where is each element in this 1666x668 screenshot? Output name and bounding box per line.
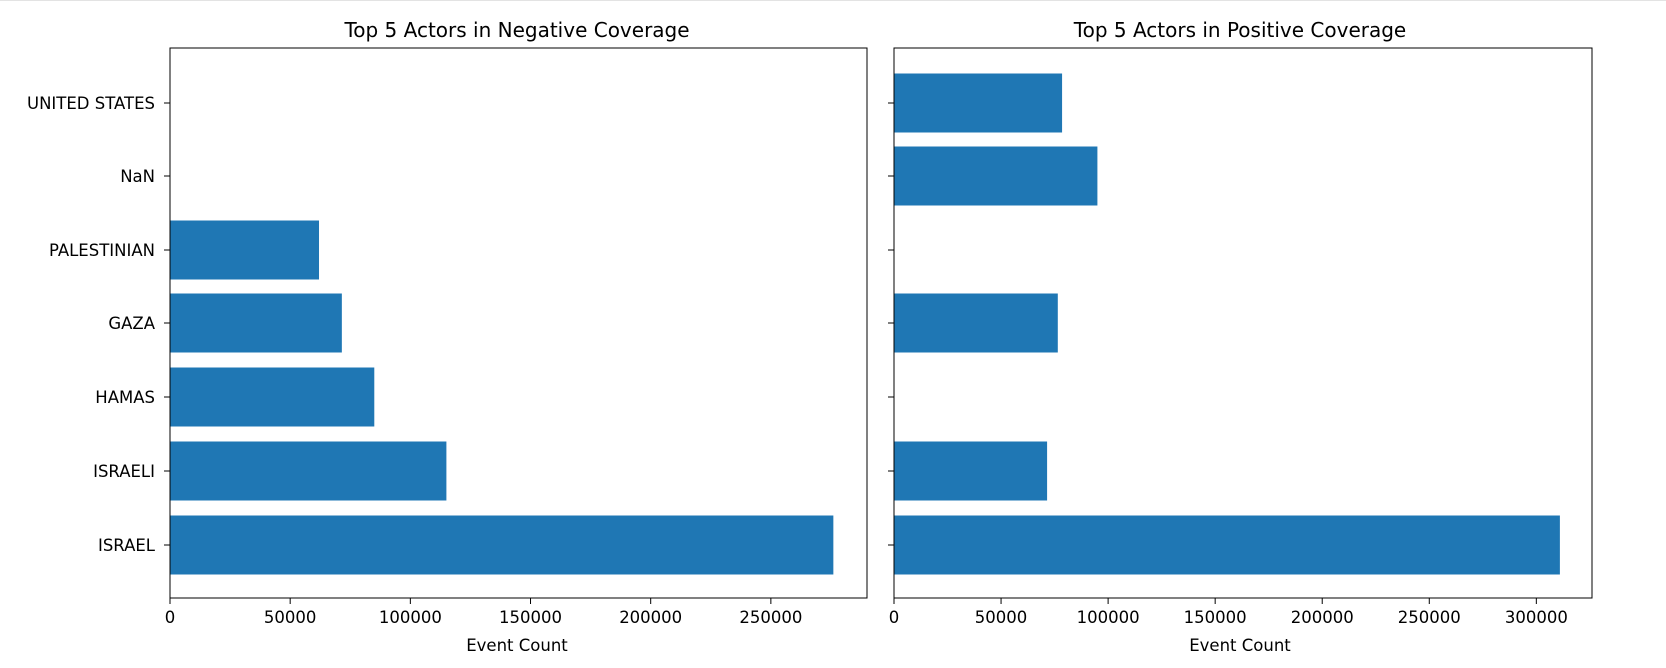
bar-gaza	[170, 293, 342, 353]
chart-title: Top 5 Actors in Negative Coverage	[343, 18, 689, 42]
y-tick-label: UNITED STATES	[27, 94, 155, 113]
bar-gaza	[894, 293, 1058, 353]
x-tick-label: 250000	[739, 608, 802, 627]
y-tick-label: NaN	[120, 167, 155, 186]
bars-group	[170, 220, 834, 575]
x-tick-label: 150000	[1184, 608, 1247, 627]
x-axis-ticks: 0 50000 100000 150000 200000 250000	[165, 598, 802, 627]
x-tick-label: 100000	[379, 608, 442, 627]
bars-group	[894, 73, 1560, 575]
y-axis-ticks	[888, 102, 894, 546]
y-tick-label: ISRAELI	[93, 462, 155, 481]
y-axis-ticks: ISRAEL ISRAELI HAMAS GAZA PALESTINIAN NaN UNIT…	[27, 94, 170, 555]
x-tick-label: 250000	[1398, 608, 1461, 627]
bar-israeli	[170, 441, 447, 501]
bar-nan	[894, 146, 1098, 206]
negative-coverage-panel: Top 5 Actors in Negative Coverage 0 50000…	[27, 18, 868, 655]
bar-israeli	[894, 441, 1048, 501]
x-axis-ticks: 0 50000 100000 150000 200000 250000 300000	[889, 598, 1568, 627]
x-tick-label: 200000	[1291, 608, 1354, 627]
x-tick-label: 0	[889, 608, 900, 627]
top-border-line	[0, 0, 1666, 1]
x-tick-label: 150000	[499, 608, 562, 627]
bar-hamas	[170, 367, 375, 427]
bar-palestinian	[170, 220, 320, 280]
bar-israel	[894, 515, 1560, 575]
x-tick-label: 300000	[1505, 608, 1568, 627]
y-tick-label: ISRAEL	[98, 536, 156, 555]
chart-title: Top 5 Actors in Positive Coverage	[1073, 18, 1406, 42]
y-tick-label: GAZA	[108, 314, 155, 333]
positive-coverage-panel: Top 5 Actors in Positive Coverage 0 50000…	[888, 18, 1593, 655]
x-axis-label: Event Count	[1189, 636, 1291, 655]
x-tick-label: 200000	[619, 608, 682, 627]
x-tick-label: 0	[165, 608, 176, 627]
x-tick-label: 50000	[264, 608, 317, 627]
bar-israel	[170, 515, 834, 575]
x-tick-label: 100000	[1077, 608, 1140, 627]
bar-united-states	[894, 73, 1063, 133]
x-tick-label: 50000	[975, 608, 1028, 627]
y-tick-label: PALESTINIAN	[49, 241, 155, 260]
x-axis-label: Event Count	[466, 636, 568, 655]
y-tick-label: HAMAS	[95, 388, 155, 407]
